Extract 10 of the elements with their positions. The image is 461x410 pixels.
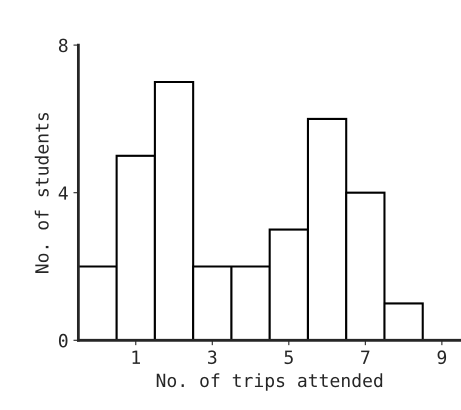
x-tick-label: 1 [132,350,140,364]
x-axis-title: No. of trips attended [156,373,382,391]
y-tick-label: 4 [58,186,68,200]
x-tick-label: 9 [438,350,446,364]
y-tick-label: 0 [58,334,68,348]
x-tick-label: 3 [208,350,216,364]
x-tick-label: 5 [284,350,293,364]
x-tick-label: 7 [361,350,370,364]
y-axis-title: No. of students [34,112,49,273]
y-tick-label: 8 [58,38,68,52]
